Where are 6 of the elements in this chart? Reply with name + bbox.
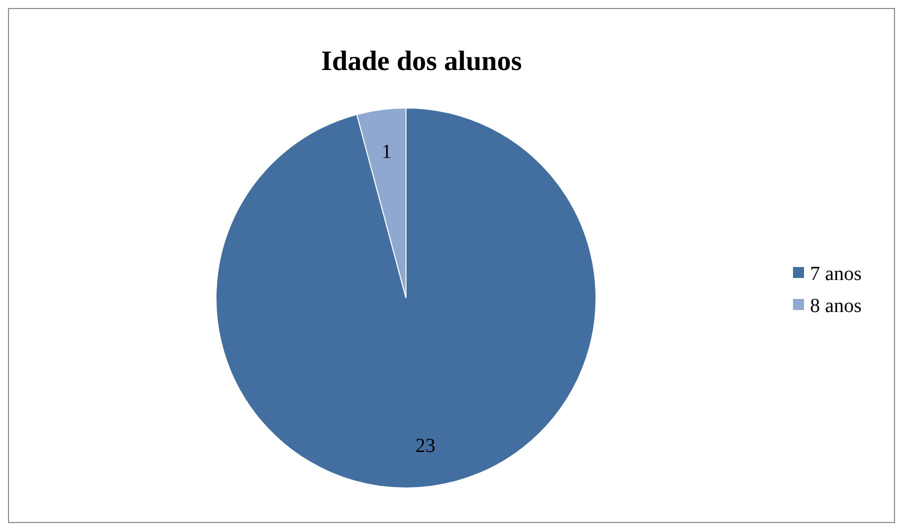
pie-slice <box>216 108 596 488</box>
data-label: 1 <box>382 141 392 164</box>
legend-label: 7 anos <box>810 263 862 285</box>
legend-label: 8 anos <box>810 295 862 317</box>
data-label: 23 <box>415 434 436 457</box>
chart-title: Idade dos alunos <box>321 46 522 77</box>
